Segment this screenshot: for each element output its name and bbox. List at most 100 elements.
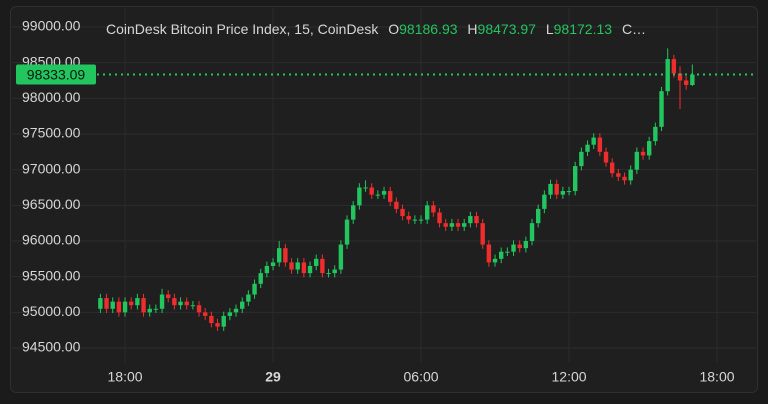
candle-body [431, 205, 436, 213]
candle-body [301, 262, 307, 274]
candle-body [258, 273, 263, 284]
candle-body [480, 223, 485, 245]
x-tick-label: 18:00 [699, 369, 734, 385]
candle-body [449, 223, 455, 227]
candle-body [307, 265, 313, 274]
candle-body [572, 166, 578, 192]
candle-body [381, 191, 387, 195]
candle-body [486, 244, 492, 263]
price-tag [16, 64, 96, 85]
candle-body [264, 265, 270, 274]
candle-body [406, 216, 411, 220]
candle-body [283, 248, 288, 263]
price-tag-label: 98333.09 [27, 66, 86, 82]
mark-layer [97, 48, 756, 331]
candle-body [622, 176, 627, 181]
candle-body [677, 73, 683, 81]
low-value: 98172.13 [554, 21, 613, 37]
candle-body [492, 258, 498, 263]
y-tick-label: 97000.00 [22, 160, 81, 176]
candle-body [246, 294, 251, 302]
label-layer: 94500.00 95000.00 95500.00 96000.00 96500.00… [16, 18, 735, 385]
candle-body [344, 219, 350, 245]
candle-body [585, 144, 590, 152]
candle-body [400, 208, 405, 217]
candle-body [116, 301, 122, 313]
candle-body [135, 298, 140, 306]
candle-body [277, 248, 282, 263]
candle-body [542, 194, 547, 209]
candle-body [603, 151, 609, 163]
chart-panel [10, 6, 758, 393]
candle-body [153, 308, 159, 310]
candle-body [233, 308, 239, 313]
y-tick-label: 99000.00 [22, 18, 81, 34]
high-label: H [467, 21, 477, 37]
y-tick-label: 98000.00 [22, 89, 81, 105]
candle-body [332, 269, 337, 274]
x-tick-label: 18:00 [108, 369, 143, 385]
candle-body [548, 183, 553, 195]
candle-body [141, 298, 146, 313]
candle-body [394, 201, 399, 209]
candle-body [517, 244, 522, 249]
candle-body [628, 169, 633, 181]
candle-body [184, 301, 189, 306]
candle-body [461, 223, 467, 227]
candle-body [209, 315, 214, 324]
candle-body [511, 244, 516, 252]
grid-layer [12, 8, 756, 362]
high-value: 98473.97 [478, 21, 537, 37]
candle-body [591, 137, 596, 145]
candle-body [424, 205, 430, 220]
candle-body [437, 212, 442, 224]
candle-body [659, 91, 664, 127]
candle-body [554, 183, 559, 195]
low-label: L [546, 21, 554, 37]
candle-body [498, 251, 504, 259]
candle-body [653, 126, 658, 142]
candle-body [357, 187, 362, 206]
candle-body [320, 258, 325, 274]
candle-body [172, 298, 177, 306]
candle-body [215, 323, 220, 327]
candle-body [227, 312, 233, 316]
candle-body [196, 305, 202, 313]
candle-body [129, 301, 134, 306]
candle-body [616, 173, 621, 177]
candle-body [270, 262, 276, 266]
candle-body [690, 74, 695, 85]
candle-body [190, 305, 196, 307]
candle-body [529, 223, 535, 242]
candle-body [468, 216, 473, 224]
candle-body [314, 258, 319, 266]
candle-body [671, 59, 677, 74]
y-tick-label: 96000.00 [22, 232, 81, 248]
y-tick-label: 96500.00 [22, 196, 81, 212]
candle-body [252, 283, 257, 295]
x-tick-label: 06:00 [404, 369, 439, 385]
candle-body [455, 223, 461, 227]
candle-body [159, 294, 165, 309]
candle-body [640, 151, 646, 156]
close-label: C… [622, 21, 646, 37]
candle-body [221, 315, 226, 327]
candle-body [122, 301, 128, 313]
legend: CoinDesk Bitcoin Price Index, 15, CoinDe… [106, 21, 646, 37]
candle-body [505, 251, 510, 253]
y-tick-label: 95500.00 [22, 267, 81, 283]
candle-body [203, 312, 208, 316]
y-tick-label: 95000.00 [22, 303, 81, 319]
candle-body [363, 187, 368, 189]
open-label: O [388, 21, 399, 37]
y-tick-label: 94500.00 [22, 339, 81, 355]
candle-body [560, 191, 566, 195]
candle-body [579, 151, 584, 167]
candle-body [634, 151, 640, 170]
candle-body [98, 298, 103, 309]
candle-body [166, 294, 171, 299]
y-tick-label: 97500.00 [22, 125, 81, 141]
candle-body [240, 301, 245, 309]
